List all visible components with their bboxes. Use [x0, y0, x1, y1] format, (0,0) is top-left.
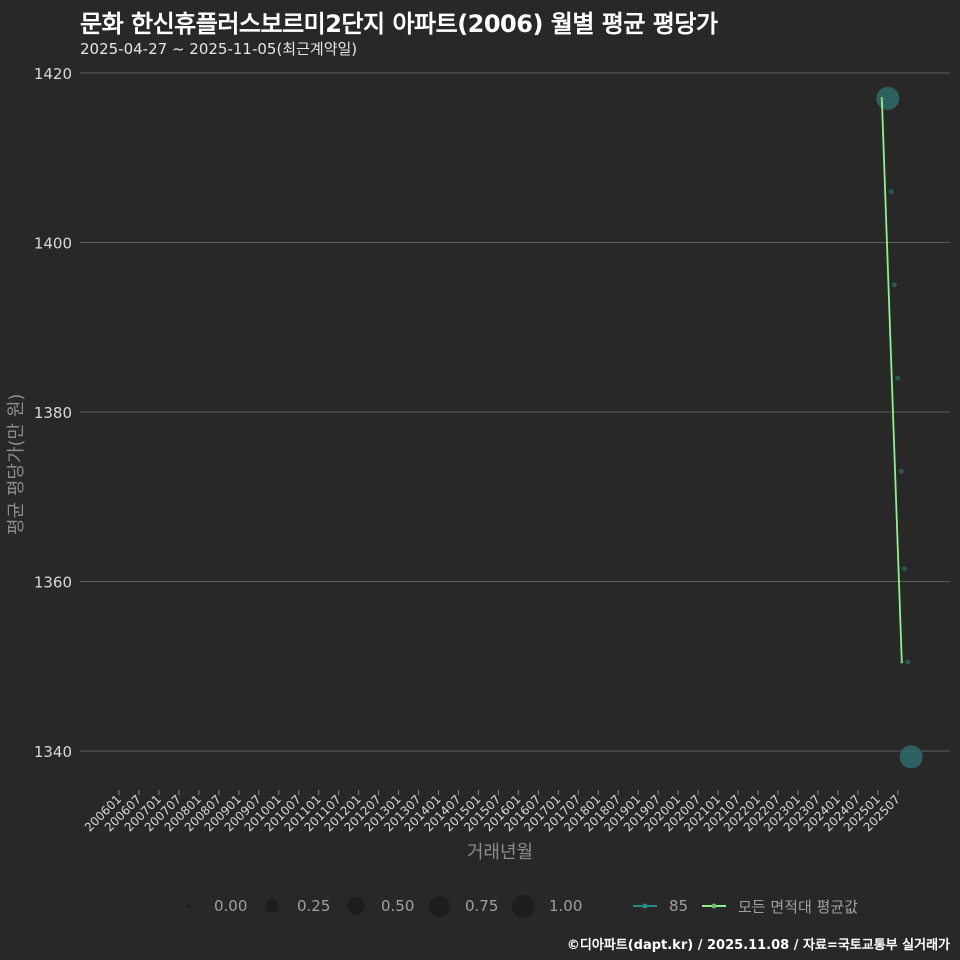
data-point-85 [876, 86, 900, 110]
gridlines [80, 72, 950, 752]
legend-series-85: 85 [633, 893, 688, 919]
legend-size-25: 0.25 [265, 893, 330, 919]
size-dot-icon [512, 894, 535, 918]
data-point-85 [895, 375, 901, 381]
teal-line-dot-icon [633, 903, 657, 909]
data-point-85 [892, 282, 898, 288]
source-credit: ©디아파트(dapt.kr) / 2025.11.08 / 자료=국토교통부 실… [566, 938, 950, 953]
chart-subtitle: 2025-04-27 ~ 2025-11-05(최근계약일) [80, 40, 358, 58]
y-tick-label: 1380 [34, 404, 72, 422]
legend-series-average: 모든 면적대 평균값 [702, 893, 858, 919]
average-point [900, 660, 904, 664]
x-axis-ticks: 2006012006072007012007072008012008072009… [82, 790, 903, 835]
data-point-85 [888, 189, 894, 195]
y-tick-label: 1340 [34, 743, 72, 761]
y-tick-label: 1420 [34, 65, 72, 83]
legend: 0.00 0.25 0.50 0.75 1.00 85 모든 면적대 평균값 [0, 893, 960, 919]
legend-size-75: 0.75 [429, 893, 498, 919]
legend-size-100: 1.00 [512, 893, 582, 919]
size-dot-icon [265, 899, 279, 913]
legend-size-50: 0.50 [347, 893, 414, 919]
data-point-85 [898, 468, 904, 474]
size-dot-icon [347, 897, 365, 915]
x-axis-title: 거래년월 [466, 842, 534, 863]
y-tick-label: 1360 [34, 574, 72, 592]
series-layer [876, 86, 923, 769]
legend-size-0: 0.00 [185, 893, 247, 919]
data-point-85 [905, 659, 911, 665]
data-point-85 [899, 745, 923, 769]
green-line-dot-icon [702, 903, 726, 909]
average-point [880, 96, 884, 100]
y-tick-label: 1400 [34, 235, 72, 253]
data-point-85 [901, 566, 907, 572]
chart-title: 문화 한신휴플러스보르미2단지 아파트(2006) 월별 평균 평당가 [80, 10, 718, 38]
size-dot-icon [187, 904, 191, 908]
size-dot-icon [429, 895, 450, 917]
y-axis-ticks: 1340 1360 1380 1400 1420 [34, 65, 72, 761]
average-price-line [880, 98, 903, 663]
